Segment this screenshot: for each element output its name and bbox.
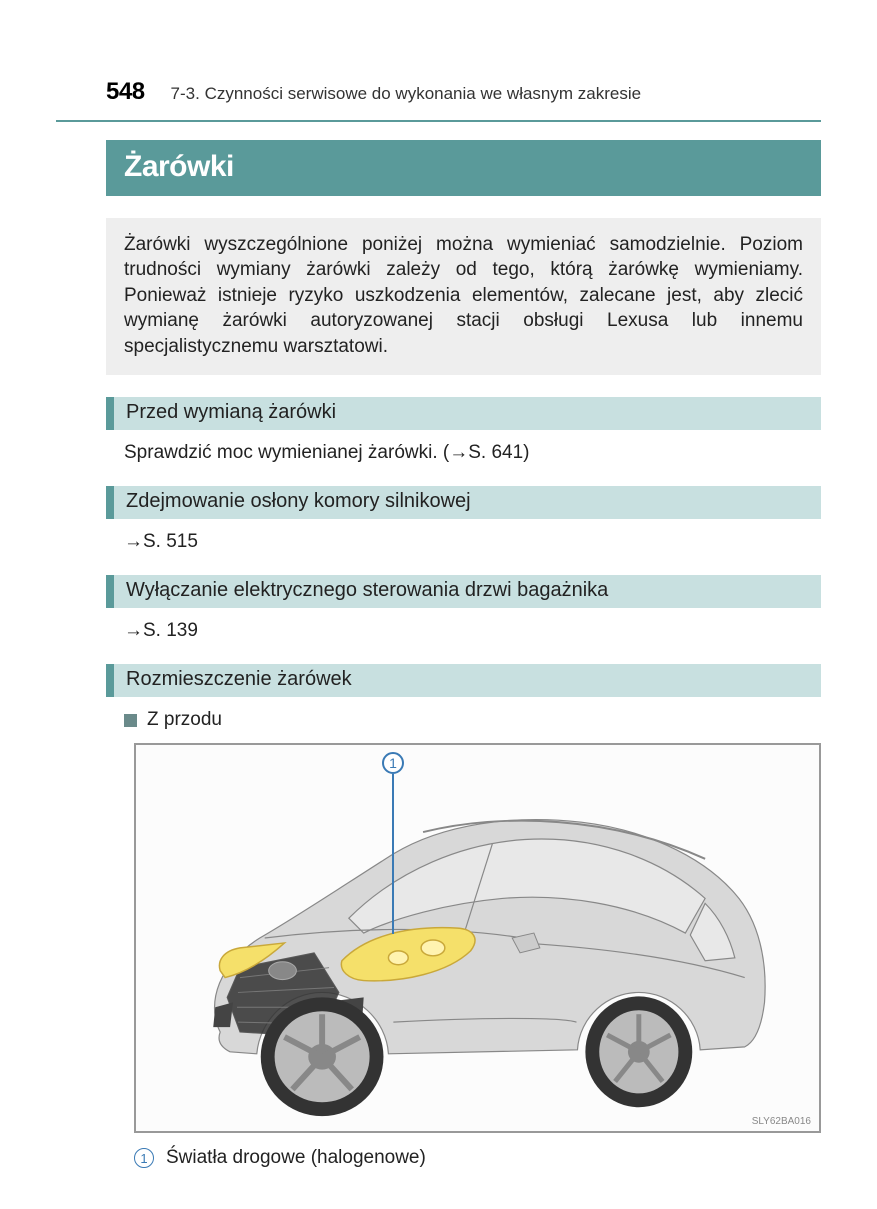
intro-box: Żarówki wyszczególnione poniżej można wy…: [106, 218, 821, 375]
callout-line: [392, 774, 394, 934]
intro-text: Żarówki wyszczególnione poniżej można wy…: [124, 232, 803, 359]
sub-heading-text: Wyłączanie elektrycznego sterowania drzw…: [126, 579, 809, 602]
sub-heading: Wyłączanie elektrycznego sterowania drzw…: [106, 575, 821, 608]
section-header: 7-3. Czynności serwisowe do wykonania we…: [171, 84, 642, 104]
page-number: 548: [106, 78, 145, 106]
callout-number: 1: [389, 755, 397, 771]
body-text: →S. 515: [124, 531, 821, 553]
figure-credit: SLY62BA016: [752, 1116, 811, 1127]
figure-label: Z przodu: [147, 709, 222, 731]
page-title: Żarówki: [124, 150, 803, 184]
sub-heading-text: Zdejmowanie osłony komory silnikowej: [126, 490, 809, 513]
sub-heading-text: Przed wymianą żarówki: [126, 401, 809, 424]
header-rule: [56, 120, 821, 122]
sub-heading: Przed wymianą żarówki: [106, 397, 821, 430]
legend-number-circle: 1: [134, 1148, 154, 1168]
legend-number: 1: [140, 1151, 147, 1166]
legend-text: Światła drogowe (halogenowe): [166, 1147, 426, 1169]
square-bullet-icon: [124, 714, 137, 727]
sub-heading-text: Rozmieszczenie żarówek: [126, 668, 809, 691]
body-text: Sprawdzić moc wymienianej żarówki. (→S. …: [124, 442, 821, 464]
title-block: Żarówki: [106, 140, 821, 196]
body-text: →S. 139: [124, 620, 821, 642]
legend-row: 1 Światła drogowe (halogenowe): [134, 1147, 821, 1169]
sub-heading: Rozmieszczenie żarówek: [106, 664, 821, 697]
header-row: 548 7-3. Czynności serwisowe do wykonani…: [106, 78, 821, 106]
car-illustration: [136, 745, 819, 1131]
figure-box: 1 SLY62BA016: [134, 743, 821, 1133]
figure-label-row: Z przodu: [124, 709, 821, 731]
sub-heading: Zdejmowanie osłony komory silnikowej: [106, 486, 821, 519]
